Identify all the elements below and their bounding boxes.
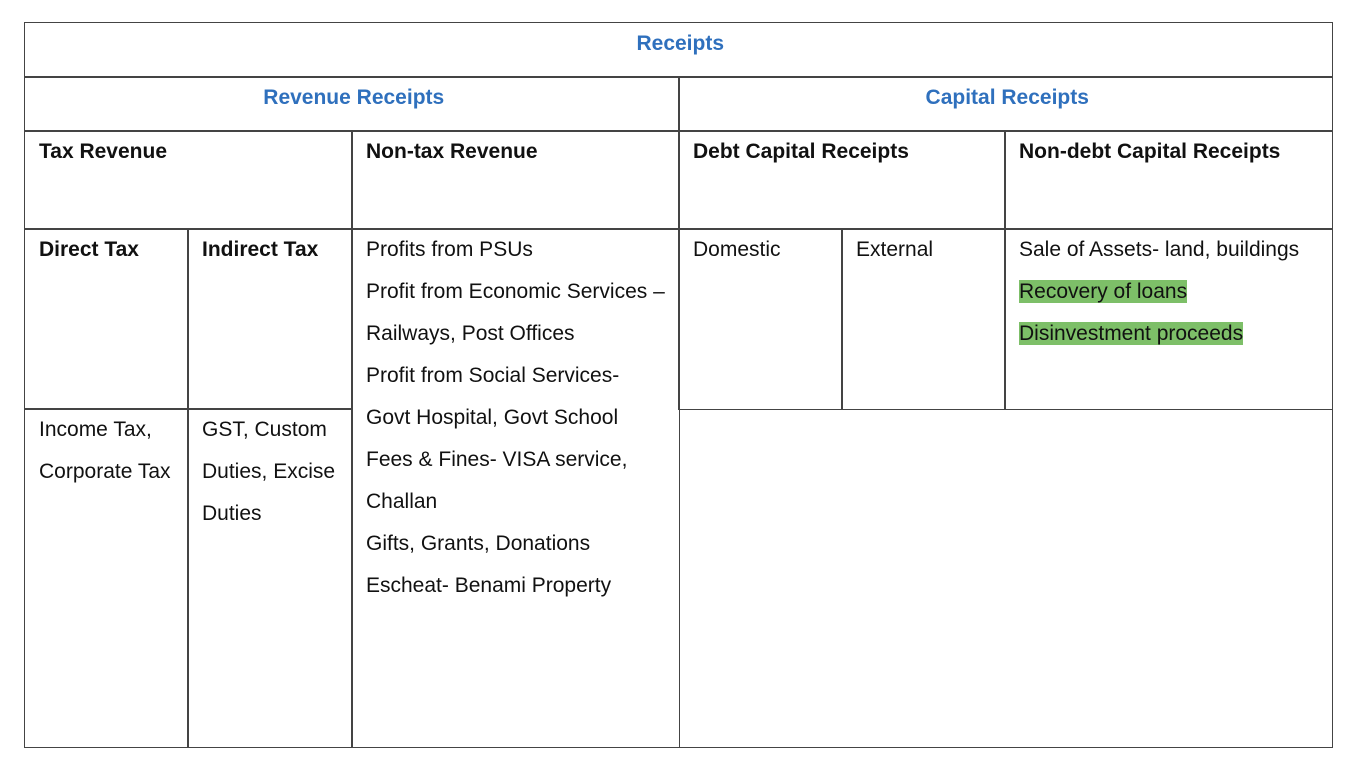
list-item: Fees & Fines- VISA service, Challan xyxy=(366,448,628,513)
list-item: Profit from Social Services- Govt Hospit… xyxy=(366,364,620,429)
item-list: Sale of Assets- land, buildings Recovery … xyxy=(1004,228,1333,410)
empty-area xyxy=(678,408,1333,748)
item-list: Profits from PSUs Profit from Economic Se… xyxy=(351,228,680,748)
subsection-items: Income Tax, Corporate Tax xyxy=(24,408,189,748)
table-title: Receipts xyxy=(24,22,1333,78)
list-item: Profit from Economic Services – Railways… xyxy=(366,280,665,345)
subsection-header: Indirect Tax xyxy=(187,228,353,410)
section-header: Non-debt Capital Receipts xyxy=(1004,130,1333,230)
section-header: Tax Revenue xyxy=(24,130,353,230)
group-header: Revenue Receipts xyxy=(24,76,680,132)
subsection-header: External xyxy=(841,228,1006,410)
list-item: Sale of Assets- land, buildings xyxy=(1019,238,1300,261)
subsection-header: Domestic xyxy=(678,228,843,410)
list-item: Gifts, Grants, Donations xyxy=(366,532,591,555)
list-item: Escheat- Benami Property xyxy=(366,574,612,597)
list-item: Profits from PSUs xyxy=(366,238,533,261)
list-item: Recovery of loans xyxy=(1019,280,1188,303)
subsection-items: GST, Custom Duties, Excise Duties xyxy=(187,408,353,748)
section-header: Non-tax Revenue xyxy=(351,130,680,230)
section-header: Debt Capital Receipts xyxy=(678,130,1006,230)
list-item: Disinvestment proceeds xyxy=(1019,322,1244,345)
subsection-header: Direct Tax xyxy=(24,228,189,410)
group-header: Capital Receipts xyxy=(678,76,1333,132)
